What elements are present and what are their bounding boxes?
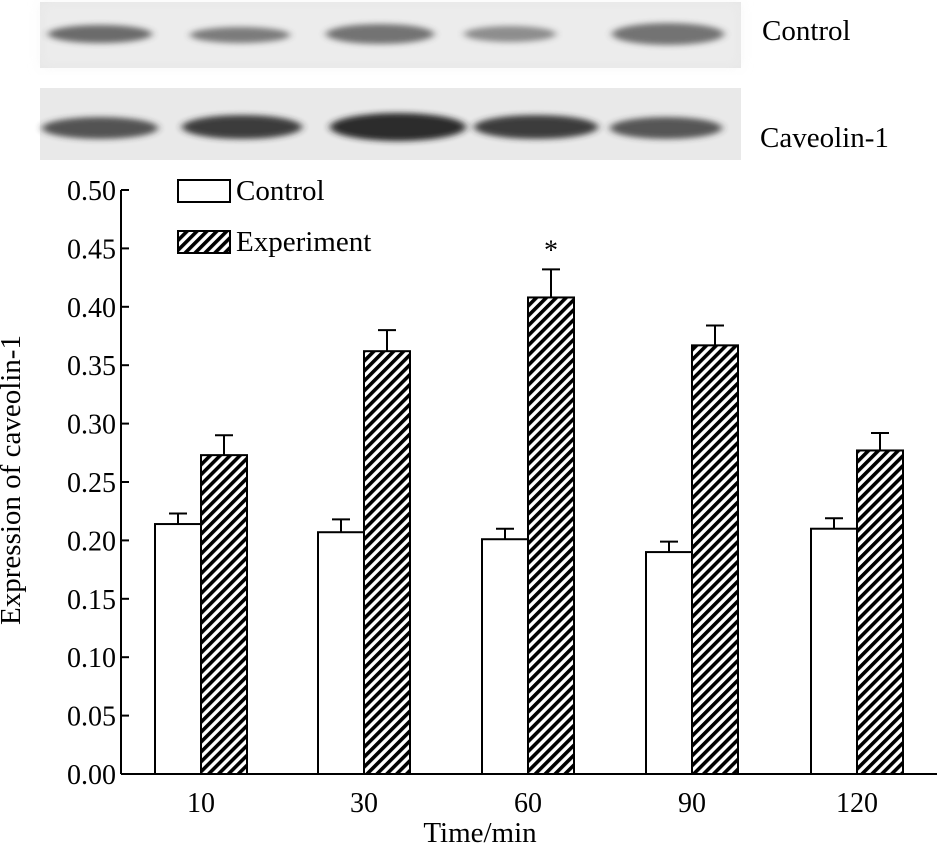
legend-swatch-control [177, 179, 231, 203]
x-tick-label: 30 [350, 788, 378, 819]
y-tick-label: 0.15 [67, 585, 116, 616]
y-axis: 0.00 0.05 0.10 0.15 0.20 0.25 0.30 0.35 0.40 0.45… [67, 176, 129, 791]
blot-band [48, 25, 152, 43]
x-tick-label: 90 [678, 788, 706, 819]
blot-label-control: Control [762, 15, 851, 47]
bar-chart: 0.00 0.05 0.10 0.15 0.20 0.25 0.30 0.35 0.40 0.45… [0, 175, 937, 847]
blot-band [464, 26, 556, 42]
y-tick-label: 0.05 [67, 702, 116, 733]
y-tick-label: 0.00 [67, 760, 116, 791]
blot-band [182, 115, 302, 139]
y-tick-label: 0.10 [67, 643, 116, 674]
bar-control-120 [810, 527, 858, 775]
blot-label-caveolin: Caveolin-1 [760, 122, 889, 154]
blot-band [330, 113, 466, 141]
bar-experiment-60 [527, 296, 575, 775]
bars: * [154, 235, 904, 776]
y-tick-label: 0.45 [67, 234, 116, 265]
legend-label-control: Control [236, 175, 325, 207]
blot-band [190, 27, 290, 43]
blot-band [474, 115, 598, 139]
bar-control-60 [481, 538, 529, 775]
blot-band [326, 24, 434, 44]
blot-band [610, 117, 722, 139]
bar-control-30 [317, 531, 365, 775]
x-axis-label: Time/min [423, 817, 537, 847]
western-blot: Control Caveolin-1 [40, 2, 889, 160]
blot-strip-caveolin [40, 88, 741, 160]
x-tick-label: 120 [836, 788, 878, 819]
legend-swatch-experiment [177, 230, 231, 254]
bar-experiment-30 [363, 350, 411, 775]
x-axis: 10 30 60 90 120 [121, 773, 937, 819]
bar-experiment-120 [856, 449, 904, 775]
legend-label-experiment: Experiment [236, 226, 371, 258]
x-tick-label: 10 [187, 788, 215, 819]
blot-strip-control [40, 2, 741, 68]
y-tick-label: 0.30 [67, 410, 116, 441]
legend: Control Experiment [177, 175, 371, 258]
y-axis-label: Expression of caveolin-1 [0, 335, 27, 625]
blot-band [612, 23, 724, 45]
y-tick-label: 0.40 [67, 293, 116, 324]
bar-experiment-90 [691, 344, 739, 775]
y-tick-label: 0.35 [67, 351, 116, 382]
y-tick-label: 0.25 [67, 468, 116, 499]
x-tick-label: 60 [514, 788, 542, 819]
y-tick-label: 0.20 [67, 526, 116, 557]
bar-control-90 [645, 551, 693, 776]
bar-control-10 [154, 523, 202, 775]
bar-experiment-10 [200, 454, 248, 775]
y-tick-label: 0.50 [67, 176, 116, 207]
significance-asterisk: * [544, 235, 558, 266]
blot-band [42, 117, 158, 139]
